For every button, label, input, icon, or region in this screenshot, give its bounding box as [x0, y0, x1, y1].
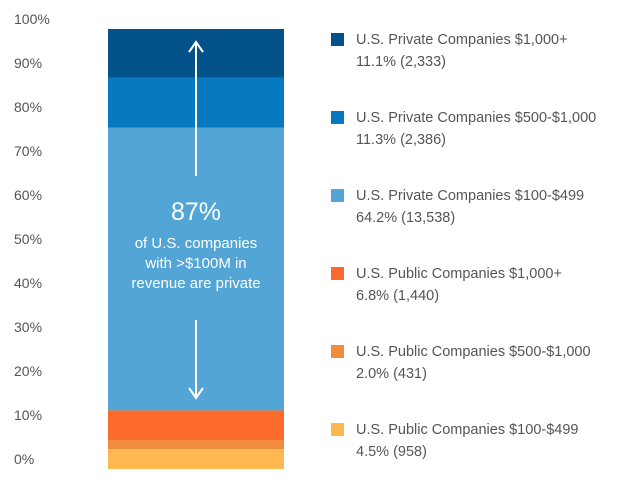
legend-series-value: 4.5% (958) [356, 444, 427, 460]
y-tick-label: 0% [14, 451, 35, 467]
legend-series-name: U.S. Private Companies $100-$499 [356, 188, 585, 204]
legend-text: U.S. Public Companies $500-$1,000 2.0% (4… [356, 341, 591, 385]
legend-series-name: U.S. Public Companies $1,000+ [356, 266, 562, 282]
legend-swatch [331, 267, 344, 280]
legend-series-value: 11.1% (2,333) [356, 54, 447, 70]
legend-swatch [331, 423, 344, 436]
legend-text: U.S. Private Companies $1,000+ 11.1% (2,3… [356, 29, 568, 73]
up-arrow-head-icon [188, 40, 204, 53]
y-tick-label: 70% [14, 143, 43, 159]
annotation-line: revenue are private [131, 275, 261, 292]
legend-series-name: U.S. Private Companies $500-$1,000 [356, 110, 597, 126]
annotation-line: of U.S. companies [134, 235, 258, 252]
y-tick-label: 50% [14, 231, 43, 247]
legend-text: U.S. Private Companies $100-$499 64.2% (1… [356, 185, 584, 229]
y-tick-label: 90% [14, 55, 43, 71]
annotation-line: with >$100M in [145, 255, 247, 272]
y-tick-label: 10% [14, 407, 43, 423]
legend-swatch [331, 111, 344, 124]
annotation-text: of U.S. companies with >$100M in revenue… [108, 234, 284, 294]
y-tick-label: 80% [14, 99, 43, 115]
legend-series-value: 11.3% (2,386) [356, 132, 447, 148]
bar-segment [108, 410, 284, 441]
legend-swatch [331, 345, 344, 358]
legend-series-name: U.S. Public Companies $500-$1,000 [356, 344, 591, 360]
legend-series-name: U.S. Private Companies $1,000+ [356, 32, 568, 48]
y-tick-label: 20% [14, 363, 43, 379]
legend-text: U.S. Public Companies $100-$499 4.5% (958… [356, 419, 578, 463]
legend-series-value: 64.2% (13,538) [356, 210, 456, 226]
legend-text: U.S. Private Companies $500-$1,000 11.3% … [356, 107, 596, 151]
bar-segment [108, 449, 284, 469]
y-tick-label: 40% [14, 275, 43, 291]
annotation-percent: 87% [170, 198, 222, 226]
legend-text: U.S. Public Companies $1,000+ 6.8% (1,440… [356, 263, 562, 307]
down-arrow-head-icon [188, 387, 204, 400]
legend-swatch [331, 189, 344, 202]
legend-series-name: U.S. Public Companies $100-$499 [356, 422, 579, 438]
legend-swatch [331, 33, 344, 46]
y-tick-label: 30% [14, 319, 43, 335]
y-tick-label: 100% [14, 11, 50, 27]
legend-series-value: 2.0% (431) [356, 366, 427, 382]
y-tick-label: 60% [14, 187, 43, 203]
legend-series-value: 6.8% (1,440) [356, 288, 440, 304]
bar-segment [108, 440, 284, 450]
